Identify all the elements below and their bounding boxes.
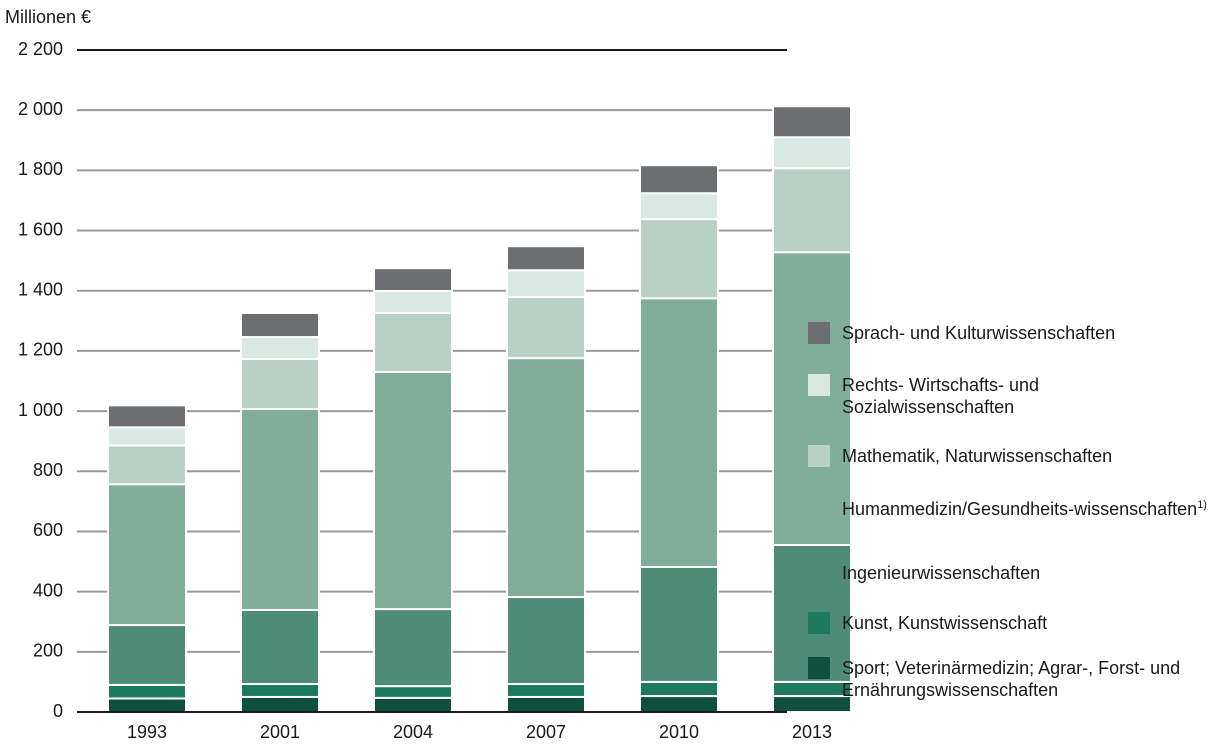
y-tick-label: 1 600 bbox=[18, 219, 63, 239]
bar-segment bbox=[240, 695, 320, 713]
bar-segment bbox=[639, 297, 719, 568]
bar-segment bbox=[107, 426, 187, 447]
bar-segment bbox=[772, 105, 852, 139]
bar-segment bbox=[373, 370, 453, 611]
y-tick-label: 2 000 bbox=[18, 99, 63, 119]
bar-segment bbox=[107, 624, 187, 686]
x-tick-label: 2004 bbox=[393, 722, 433, 742]
bar-segment bbox=[240, 407, 320, 611]
legend-label: Rechts- Wirtschafts- und Sozialwissensch… bbox=[842, 375, 1040, 417]
bar-segment bbox=[240, 336, 320, 361]
bar-segment bbox=[639, 218, 719, 300]
bar-segment bbox=[506, 269, 586, 299]
legend-swatch bbox=[808, 322, 830, 344]
legend-item: Sport; Veterinärmedizin; Agrar-, Forst- … bbox=[808, 657, 1210, 701]
x-tick-label: 2001 bbox=[260, 722, 300, 742]
legend-text: Kunst, Kunstwissenschaft bbox=[842, 612, 1210, 634]
legend-text: Ingenieurwissenschaften bbox=[842, 562, 1210, 584]
legend-label: Ingenieurwissenschaften bbox=[842, 563, 1041, 583]
bar-segment bbox=[107, 683, 187, 700]
y-tick-label: 1 000 bbox=[18, 400, 63, 420]
legend-item: Rechts- Wirtschafts- und Sozialwissensch… bbox=[808, 374, 1210, 418]
x-tick-label: 2013 bbox=[792, 722, 832, 742]
bar-segment bbox=[373, 696, 453, 714]
bar-segment bbox=[107, 697, 187, 714]
x-tick-label: 1993 bbox=[127, 722, 167, 742]
bar-segment bbox=[373, 311, 453, 373]
legend-swatch bbox=[808, 657, 830, 679]
bar-segment bbox=[107, 404, 187, 429]
bar-segment bbox=[639, 695, 719, 714]
bar-segment bbox=[240, 358, 320, 410]
bar-segment bbox=[373, 608, 453, 688]
bar-segment bbox=[506, 695, 586, 713]
bar-segment bbox=[639, 192, 719, 221]
bar-segment bbox=[639, 680, 719, 698]
bar-segment bbox=[240, 683, 320, 698]
legend-item: Sprach- und Kulturwissenschaften bbox=[808, 322, 1210, 344]
footnote-marker: 1) bbox=[1197, 499, 1207, 511]
y-axis-label: Millionen € bbox=[5, 7, 91, 27]
legend-label: Humanmedizin/Gesundheits-wissenschaften bbox=[842, 499, 1198, 519]
legend-swatch bbox=[808, 374, 830, 396]
y-tick-label: 200 bbox=[33, 641, 63, 661]
legend-label: Kunst, Kunstwissenschaft bbox=[842, 613, 1048, 633]
y-tick-label: 800 bbox=[33, 460, 63, 480]
bar-segment bbox=[639, 565, 719, 683]
y-tick-label: 1 200 bbox=[18, 340, 63, 360]
bar-segment bbox=[373, 290, 453, 314]
legend-text: Mathematik, Naturwissenschaften bbox=[842, 445, 1210, 467]
legend-swatch bbox=[808, 562, 830, 584]
legend-text: Humanmedizin/Gesundheits-wissenschaften1… bbox=[842, 494, 1210, 520]
y-tick-label: 600 bbox=[33, 520, 63, 540]
legend-label: Mathematik, Naturwissenschaften bbox=[842, 446, 1113, 466]
bar-segment bbox=[772, 167, 852, 254]
legend-text: Sport; Veterinärmedizin; Agrar-, Forst- … bbox=[842, 657, 1210, 701]
bar-segment bbox=[506, 245, 586, 272]
bar-segment bbox=[240, 608, 320, 686]
bar-segment bbox=[373, 267, 453, 293]
y-tick-label: 1 400 bbox=[18, 279, 63, 299]
bar-segment bbox=[639, 164, 719, 195]
legend-item: Humanmedizin/Gesundheits-wissenschaften1… bbox=[808, 494, 1210, 520]
y-tick-label: 400 bbox=[33, 580, 63, 600]
bar-segment bbox=[506, 296, 586, 360]
bar-segment bbox=[506, 357, 586, 599]
legend-text: Rechts- Wirtschafts- und Sozialwissensch… bbox=[842, 374, 1210, 418]
legend-label: Sport; Veterinärmedizin; Agrar-, Forst- … bbox=[842, 658, 1181, 700]
legend-swatch bbox=[808, 445, 830, 467]
legend-item: Ingenieurwissenschaften bbox=[808, 562, 1210, 584]
bar-segment bbox=[373, 685, 453, 699]
legend-item: Kunst, Kunstwissenschaft bbox=[808, 612, 1210, 634]
x-tick-label: 2010 bbox=[659, 722, 699, 742]
bar-segment bbox=[506, 683, 586, 698]
y-tick-label: 1 800 bbox=[18, 159, 63, 179]
x-tick-label: 2007 bbox=[526, 722, 566, 742]
y-tick-label: 0 bbox=[53, 701, 63, 721]
legend-swatch bbox=[808, 494, 830, 516]
bar-segment bbox=[772, 136, 852, 170]
legend-swatch bbox=[808, 612, 830, 634]
bar-segment bbox=[107, 444, 187, 486]
legend-label: Sprach- und Kulturwissenschaften bbox=[842, 323, 1116, 343]
y-tick-label: 2 200 bbox=[18, 39, 63, 59]
legend-item: Mathematik, Naturwissenschaften bbox=[808, 445, 1210, 467]
bar-segment bbox=[240, 311, 320, 339]
bar-segment bbox=[107, 483, 187, 627]
bar-segment bbox=[506, 596, 586, 686]
legend-text: Sprach- und Kulturwissenschaften bbox=[842, 322, 1210, 344]
